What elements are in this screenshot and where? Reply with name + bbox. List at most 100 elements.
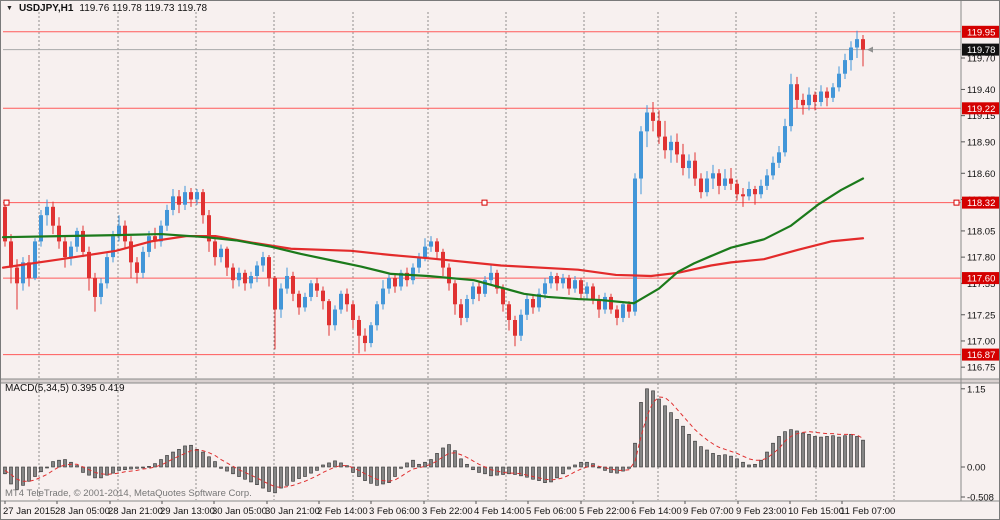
candle [669,141,673,151]
candle [51,206,55,226]
candle [267,257,271,279]
svg-text:6 Feb 14:00: 6 Feb 14:00 [631,506,682,517]
pane-separator[interactable] [1,379,1000,383]
candle [837,73,841,88]
candle [825,91,829,98]
candle [693,160,697,179]
candle [861,39,865,50]
candle [819,91,823,103]
candle [615,309,619,318]
candle [261,257,265,266]
svg-text:116.75: 116.75 [967,363,995,374]
candle [753,189,757,195]
hline-selection-handles[interactable] [3,199,960,206]
grid-lines [38,12,895,500]
candle [627,304,631,312]
candle [603,296,607,310]
candle [573,280,577,289]
candle [375,304,379,326]
candle [537,293,541,308]
candle [357,320,361,336]
candle [111,236,115,258]
candle [747,189,751,197]
candle [525,299,529,315]
chart-dropdown-icon[interactable]: ▼ [6,4,13,12]
candle [255,265,259,276]
svg-text:5 Feb 06:00: 5 Feb 06:00 [526,506,577,517]
candle [411,267,415,281]
svg-text:116.87: 116.87 [967,350,995,361]
candle [657,120,661,137]
candle [285,275,289,289]
candle [795,84,799,100]
candle [507,304,511,320]
candle [123,225,127,242]
candle [813,94,817,103]
svg-text:28 Jan 05:00: 28 Jan 05:00 [55,506,110,517]
candle [105,257,109,284]
candle [483,280,487,294]
candle [423,246,427,258]
candle [645,112,649,132]
candle [369,325,373,344]
candle [471,286,475,300]
candle [555,275,559,284]
candle [807,94,811,106]
svg-text:30 Jan 05:00: 30 Jan 05:00 [212,506,267,517]
current-price-badge [962,43,999,56]
candle [81,230,85,252]
candle [213,241,217,258]
candle [27,262,31,279]
candle [435,241,439,252]
svg-text:119.95: 119.95 [967,27,995,38]
candle [543,283,547,294]
candle [309,283,313,297]
candle [321,290,325,302]
candle [21,262,25,284]
candle [45,206,49,216]
candle [153,236,157,242]
candle [93,278,97,297]
candle [171,196,175,210]
candle [783,126,787,153]
bid-pointer-icon [867,46,873,53]
candle [387,278,391,289]
candle [243,272,247,284]
svg-text:118.05: 118.05 [967,226,995,237]
svg-text:119.15: 119.15 [967,111,995,122]
candle [315,283,319,291]
candle [273,278,277,310]
price-axis-labels: 119.70119.40119.15118.90118.60118.35118.… [961,54,995,504]
svg-text:-0.508: -0.508 [967,493,994,504]
candle [567,278,571,289]
ma-green-line [1,177,865,305]
svg-text:5 Feb 22:00: 5 Feb 22:00 [579,506,630,517]
svg-text:4 Feb 14:00: 4 Feb 14:00 [474,506,525,517]
candle [57,225,61,242]
candle [705,178,709,193]
candle [339,293,343,310]
candle [447,267,451,284]
candle [63,241,67,258]
candle [741,194,745,197]
candle [87,251,91,279]
candle [639,131,643,179]
svg-text:117.00: 117.00 [967,336,995,347]
candle [165,209,169,226]
price-level-badges: 119.95 119.22 118.32 117.60 116.87 119.78 [962,25,999,361]
svg-text:0.00: 0.00 [967,463,986,474]
candle [177,196,181,205]
candle [219,248,223,258]
svg-text:2 Feb 14:00: 2 Feb 14:00 [317,506,368,517]
candle [393,278,397,287]
candle [765,175,769,186]
candle [327,301,331,326]
candle [513,320,517,336]
candle [651,112,655,121]
candle [237,272,241,281]
svg-text:9 Feb 07:00: 9 Feb 07:00 [683,506,734,517]
svg-text:117.80: 117.80 [967,253,995,264]
svg-text:119.40: 119.40 [967,85,995,96]
candle [549,275,553,284]
